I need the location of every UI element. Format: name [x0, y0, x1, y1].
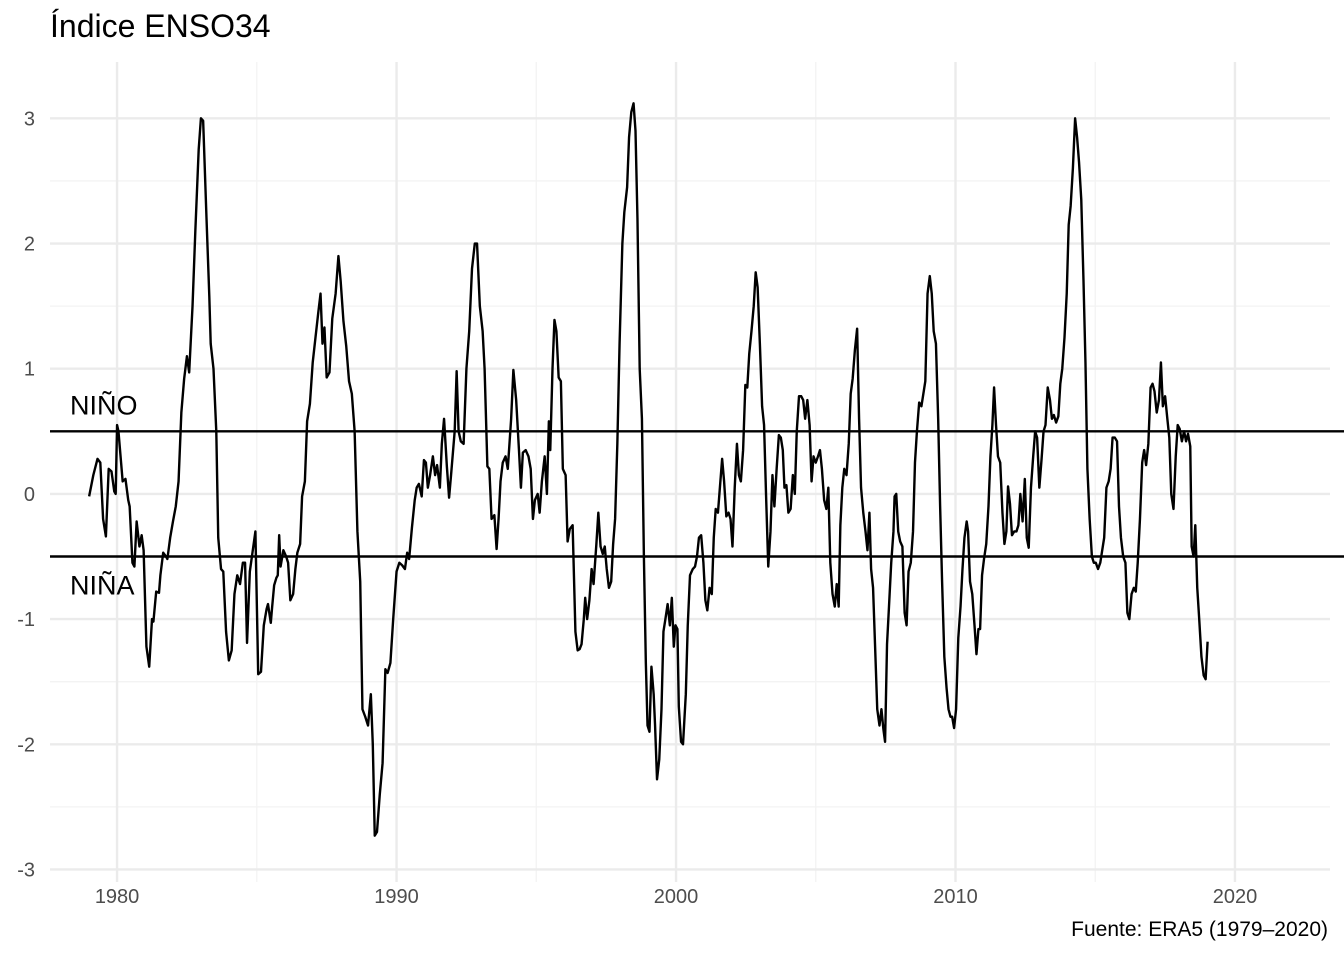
enso-index-line: [87, 102, 1209, 837]
minor-gridlines: [50, 62, 1330, 882]
x-tick-label: 2000: [654, 886, 699, 908]
y-tick-label: 0: [24, 484, 35, 506]
y-tick-label: -2: [17, 734, 35, 756]
y-axis-tick-labels: -3 -2 -1 0 1 2 3: [17, 108, 35, 881]
y-tick-label: 3: [24, 108, 35, 130]
threshold-label: NIÑO: [70, 389, 138, 420]
chart-title: Índice ENSO34: [50, 8, 271, 44]
y-tick-label: 2: [24, 234, 35, 256]
y-tick-label: -3: [17, 859, 35, 881]
x-tick-label: 2020: [1213, 886, 1258, 908]
x-tick-label: 1980: [95, 886, 140, 908]
chart-caption: Fuente: ERA5 (1979–2020): [1071, 918, 1328, 941]
x-axis-tick-labels: 1980 1990 2000 2010 2020: [95, 886, 1257, 908]
x-tick-label: 2010: [933, 886, 978, 908]
threshold-label: NIÑA: [70, 570, 135, 601]
y-tick-label: 1: [24, 359, 35, 381]
major-gridlines: [50, 62, 1330, 882]
x-tick-label: 1990: [374, 886, 419, 908]
y-tick-label: -1: [17, 609, 35, 631]
